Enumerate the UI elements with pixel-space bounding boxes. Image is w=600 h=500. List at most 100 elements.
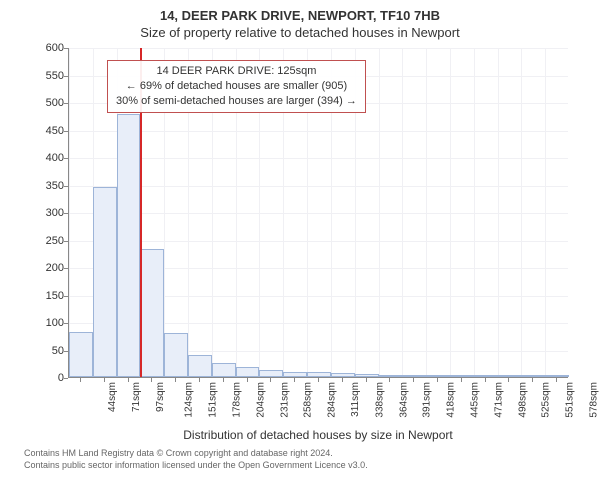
annotation-line: 30% of semi-detached houses are larger (… (116, 94, 357, 109)
footer-attribution: Contains HM Land Registry data © Crown c… (0, 442, 600, 471)
x-tick-label: 231sqm (279, 382, 290, 418)
y-tick-label: 350 (24, 180, 64, 192)
histogram-bar (283, 372, 307, 378)
histogram-bar (140, 249, 164, 377)
gridline-h (69, 158, 568, 159)
histogram-bar (545, 375, 569, 377)
y-tick-mark (64, 351, 68, 352)
annotation-box: 14 DEER PARK DRIVE: 125sqm← 69% of detac… (107, 60, 366, 113)
y-tick-mark (64, 158, 68, 159)
x-tick-mark (128, 378, 129, 382)
x-tick-label: 338sqm (374, 382, 385, 418)
footer-line-1: Contains HM Land Registry data © Crown c… (24, 448, 590, 460)
y-tick-label: 550 (24, 70, 64, 82)
histogram-bar (450, 375, 474, 377)
gridline-h (69, 186, 568, 187)
annotation-line: 14 DEER PARK DRIVE: 125sqm (116, 64, 357, 79)
x-tick-label: 97sqm (155, 382, 166, 412)
gridline-v (402, 48, 403, 377)
x-tick-mark (413, 378, 414, 382)
gridline-h (69, 48, 568, 49)
x-tick-mark (342, 378, 343, 382)
x-tick-mark (294, 378, 295, 382)
histogram-bar (212, 363, 236, 377)
x-axis-label: Distribution of detached houses by size … (68, 424, 568, 442)
gridline-v (545, 48, 546, 377)
histogram-bar (521, 375, 545, 377)
footer-line-2: Contains public sector information licen… (24, 460, 590, 472)
histogram-bar (402, 375, 426, 377)
x-tick-mark (318, 378, 319, 382)
histogram-bar (188, 355, 212, 377)
gridline-h (69, 131, 568, 132)
y-tick-label: 200 (24, 262, 64, 274)
y-tick-label: 300 (24, 207, 64, 219)
x-tick-label: 311sqm (350, 382, 361, 417)
x-tick-label: 284sqm (327, 382, 338, 418)
y-tick-label: 250 (24, 235, 64, 247)
histogram-bar (69, 332, 93, 377)
x-tick-mark (80, 378, 81, 382)
x-tick-mark (175, 378, 176, 382)
gridline-v (426, 48, 427, 377)
x-tick-label: 471sqm (493, 382, 504, 418)
x-tick-label: 578sqm (589, 382, 600, 418)
x-tick-mark (461, 378, 462, 382)
x-tick-mark (270, 378, 271, 382)
histogram-bar (355, 374, 379, 377)
histogram-bar (307, 372, 331, 378)
histogram-bar (474, 375, 498, 377)
x-tick-mark (437, 378, 438, 382)
x-tick-label: 525sqm (541, 382, 552, 418)
histogram-bar (498, 375, 522, 377)
x-tick-label: 551sqm (565, 382, 576, 418)
x-tick-mark (199, 378, 200, 382)
gridline-v (379, 48, 380, 377)
x-tick-label: 258sqm (303, 382, 314, 418)
y-tick-mark (64, 323, 68, 324)
y-tick-mark (64, 241, 68, 242)
x-tick-mark (508, 378, 509, 382)
y-tick-mark (64, 268, 68, 269)
histogram-bar (331, 373, 355, 377)
y-tick-label: 50 (24, 345, 64, 357)
x-tick-mark (556, 378, 557, 382)
y-tick-label: 600 (24, 42, 64, 54)
x-tick-label: 44sqm (107, 382, 118, 412)
y-tick-mark (64, 296, 68, 297)
x-tick-mark (366, 378, 367, 382)
x-tick-label: 364sqm (398, 382, 409, 418)
x-tick-label: 498sqm (517, 382, 528, 418)
y-tick-label: 0 (24, 372, 64, 384)
histogram-bar (236, 367, 260, 377)
gridline-v (521, 48, 522, 377)
x-tick-mark (104, 378, 105, 382)
histogram-bar (259, 370, 283, 377)
x-tick-mark (223, 378, 224, 382)
y-tick-label: 450 (24, 125, 64, 137)
gridline-h (69, 213, 568, 214)
x-tick-mark (151, 378, 152, 382)
x-tick-label: 391sqm (422, 382, 433, 418)
y-tick-label: 150 (24, 290, 64, 302)
histogram-bar (164, 333, 188, 377)
x-tick-label: 151sqm (208, 382, 219, 418)
y-tick-mark (64, 103, 68, 104)
histogram-bar (117, 114, 141, 377)
gridline-v (474, 48, 475, 377)
gridline-h (69, 241, 568, 242)
histogram-bar (379, 375, 403, 377)
x-tick-mark (389, 378, 390, 382)
x-tick-label: 124sqm (184, 382, 195, 418)
histogram-chart: Number of detached properties 14 DEER PA… (20, 44, 580, 424)
plot-area: 14 DEER PARK DRIVE: 125sqm← 69% of detac… (68, 48, 568, 378)
x-tick-label: 204sqm (255, 382, 266, 418)
y-tick-mark (64, 213, 68, 214)
x-tick-label: 71sqm (131, 382, 142, 412)
annotation-line: ← 69% of detached houses are smaller (90… (116, 79, 357, 94)
y-tick-mark (64, 76, 68, 77)
x-tick-mark (247, 378, 248, 382)
x-tick-label: 418sqm (446, 382, 457, 418)
page-subtitle: Size of property relative to detached ho… (0, 23, 600, 44)
x-tick-mark (485, 378, 486, 382)
